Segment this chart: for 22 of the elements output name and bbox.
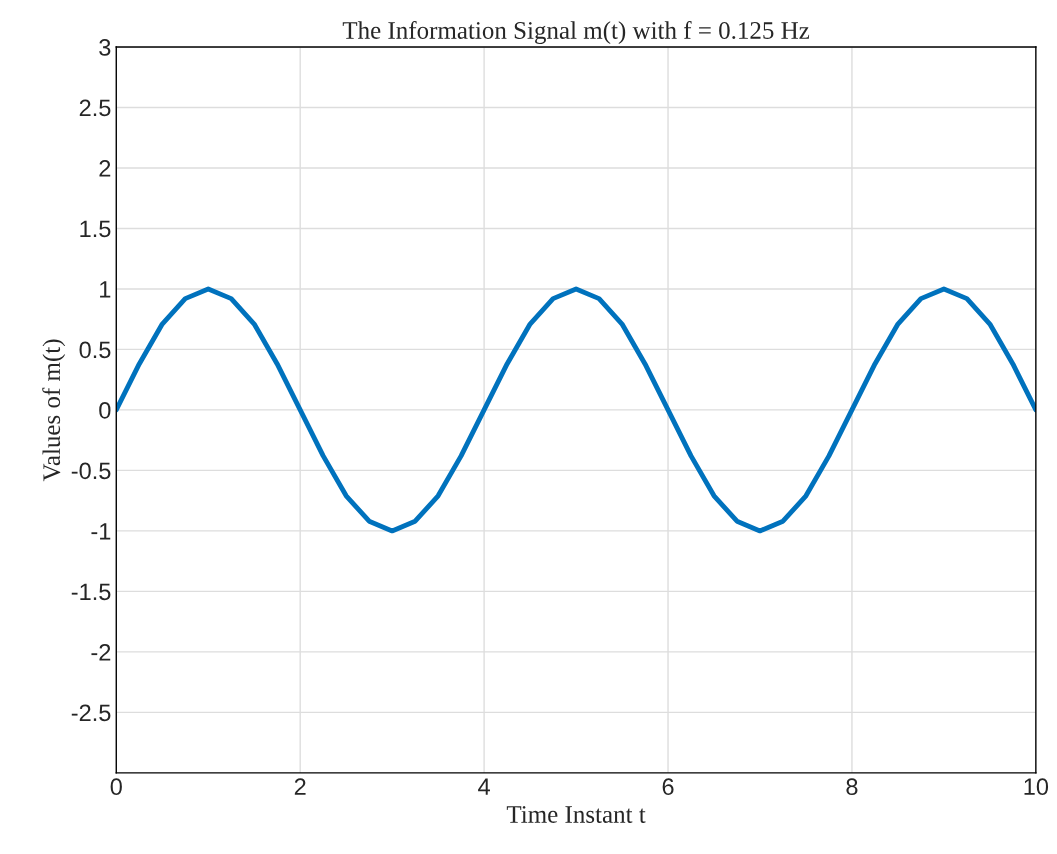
y-tick-label: 0.5 [79, 341, 111, 359]
x-tick-label: 8 [846, 778, 858, 796]
y-tick-label: 2.5 [79, 99, 111, 117]
y-tick-label: -2 [91, 643, 111, 661]
x-axis-title: Time Instant t [506, 806, 646, 823]
y-tick-label: -1.5 [71, 583, 111, 601]
y-tick-label: -0.5 [71, 462, 111, 480]
y-tick-label: 2 [99, 160, 111, 177]
y-axis-title: Values of m(t) [42, 339, 66, 482]
y-tick-label: 1.5 [80, 220, 111, 238]
x-tick-label: 2 [294, 778, 306, 795]
y-tick-label: 1 [100, 281, 111, 298]
line-series [116, 286, 1036, 534]
y-tick-label: 0 [99, 401, 111, 419]
x-tick-label: 4 [478, 778, 490, 795]
x-tick-label: 10 [1024, 778, 1049, 796]
x-tick-label: 0 [110, 778, 122, 796]
y-tick-label: -2.5 [71, 704, 111, 722]
y-tick-label: -1 [91, 523, 111, 540]
chart-title: The Information Signal m(t) with f = 0.125 Hz [342, 21, 810, 45]
y-tick-label: 3 [99, 39, 111, 56]
x-tick-label: 6 [662, 778, 674, 796]
